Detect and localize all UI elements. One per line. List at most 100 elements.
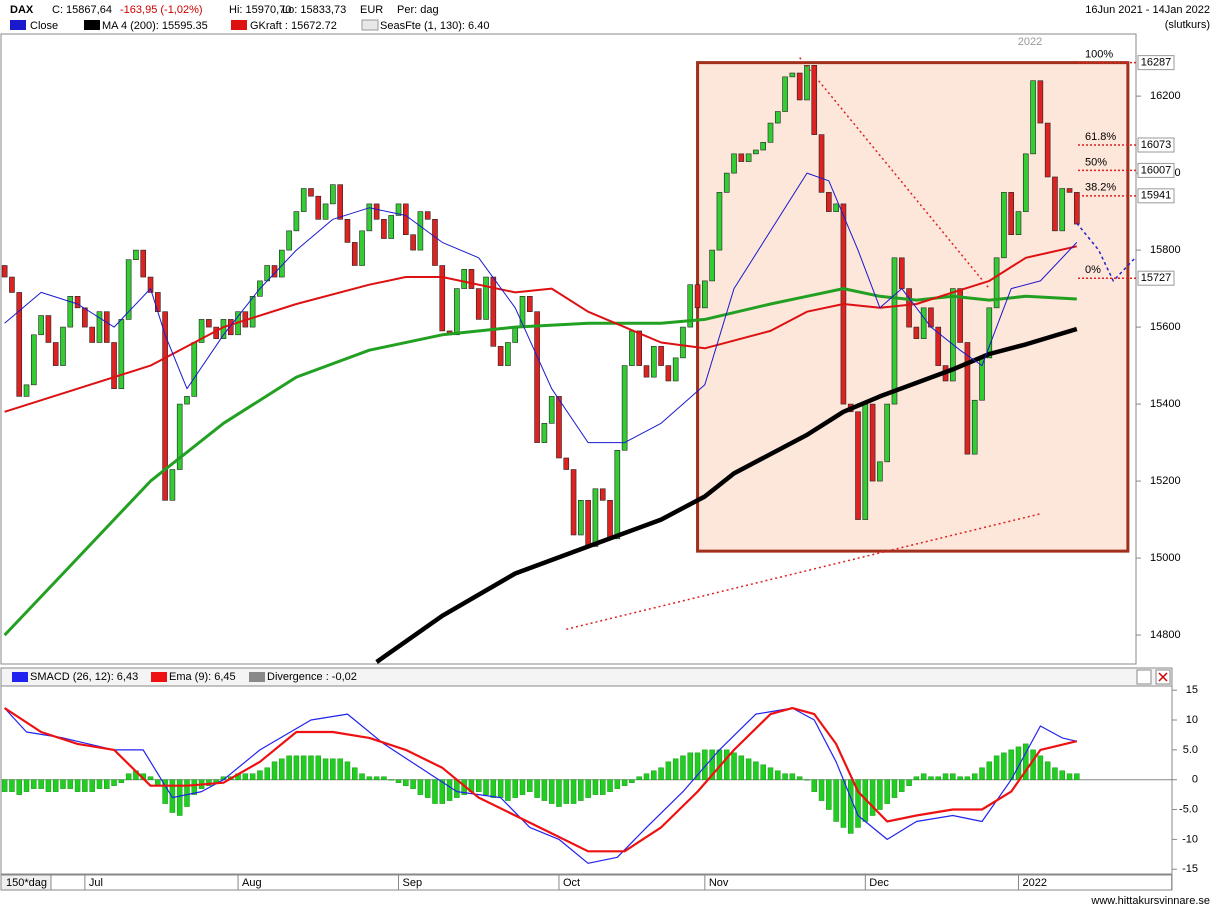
candle bbox=[1015, 211, 1022, 236]
legend-label[interactable]: SMACD (26, 12): 6,43 bbox=[30, 671, 138, 683]
candle bbox=[1030, 80, 1036, 155]
candle bbox=[578, 500, 584, 536]
divergence-bar bbox=[964, 776, 971, 780]
divergence-bar bbox=[928, 776, 934, 780]
y-tick-label: -5.0 bbox=[1179, 803, 1198, 815]
legend-label[interactable]: MA 4 (200): 15595.35 bbox=[102, 20, 208, 32]
y-tick-label: 5.0 bbox=[1183, 744, 1198, 756]
candle bbox=[745, 153, 752, 162]
fib-box bbox=[696, 61, 1130, 553]
candle bbox=[1001, 192, 1007, 259]
candle bbox=[650, 346, 657, 378]
legend-label[interactable]: GKraft : 15672.72 bbox=[250, 20, 337, 32]
candle bbox=[403, 203, 409, 236]
candle bbox=[971, 399, 978, 455]
candle bbox=[162, 311, 168, 501]
zoom-button[interactable] bbox=[1136, 669, 1152, 685]
candle bbox=[526, 295, 533, 312]
candle bbox=[461, 269, 467, 289]
divergence-bar bbox=[52, 779, 59, 792]
currency: EUR bbox=[360, 4, 383, 16]
candle bbox=[89, 326, 95, 343]
divergence-bar bbox=[833, 779, 839, 822]
main-plot bbox=[1, 57, 1136, 664]
x-tick-label: Aug bbox=[242, 877, 262, 889]
candle bbox=[45, 315, 52, 343]
candle bbox=[563, 457, 570, 470]
candle bbox=[643, 365, 650, 378]
divergence-bar bbox=[979, 767, 985, 780]
candle bbox=[687, 284, 694, 328]
candle bbox=[52, 342, 59, 366]
candle bbox=[723, 172, 730, 193]
macd-axis: 15 10 5.0 0 -5.0 -10 -15 bbox=[1172, 684, 1198, 875]
fib-value: 16007 bbox=[1141, 164, 1172, 176]
divergence-bar bbox=[67, 779, 74, 789]
candle bbox=[395, 203, 402, 216]
ma-line bbox=[3, 287, 1077, 637]
candle bbox=[665, 365, 672, 382]
divergence-bar bbox=[548, 779, 555, 804]
candle bbox=[293, 211, 300, 232]
divergence-bar bbox=[789, 773, 796, 780]
divergence-bar bbox=[271, 761, 278, 780]
divergence-bar bbox=[1037, 755, 1044, 780]
legend-label[interactable]: Close bbox=[30, 20, 58, 32]
candle bbox=[249, 295, 256, 328]
divergence-bar bbox=[942, 773, 949, 780]
divergence-bar bbox=[636, 776, 642, 780]
divergence-bar bbox=[381, 776, 387, 780]
candle bbox=[964, 342, 971, 455]
candle bbox=[913, 326, 920, 339]
period-box[interactable] bbox=[0, 874, 52, 891]
divergence-bar bbox=[1008, 749, 1014, 780]
divergence-bar bbox=[986, 761, 993, 780]
divergence-bar bbox=[104, 779, 110, 789]
fib-label: 50% bbox=[1085, 156, 1107, 168]
candle bbox=[680, 326, 686, 359]
candle bbox=[1052, 176, 1058, 232]
divergence-bar bbox=[855, 779, 861, 828]
candle bbox=[716, 192, 723, 251]
ma-line bbox=[375, 326, 1078, 664]
candle bbox=[731, 153, 737, 174]
legend-swatch bbox=[84, 20, 100, 30]
divergence-bar bbox=[643, 773, 650, 780]
divergence-bar bbox=[9, 779, 15, 792]
candle bbox=[67, 295, 74, 328]
divergence-bar bbox=[424, 779, 431, 798]
legend-label[interactable]: Ema (9): 6,45 bbox=[169, 671, 236, 683]
divergence-bar bbox=[249, 773, 256, 780]
legend-label[interactable]: SeasFte (1, 130): 6.40 bbox=[380, 20, 489, 32]
divergence-bar bbox=[483, 779, 489, 795]
divergence-bar bbox=[672, 758, 679, 780]
divergence-bar bbox=[147, 776, 154, 780]
candle bbox=[738, 153, 745, 162]
legend-label[interactable]: Divergence : -0,02 bbox=[267, 671, 357, 683]
date-range: 16Jun 2021 - 14Jan 2022 bbox=[1085, 4, 1210, 16]
low-text: Lo: 15833,73 bbox=[282, 4, 346, 16]
x-tick-label: Sep bbox=[403, 877, 423, 889]
candle bbox=[432, 219, 438, 266]
fib-label: 61.8% bbox=[1085, 131, 1116, 143]
legend-swatch bbox=[151, 672, 167, 682]
divergence-bar bbox=[45, 779, 52, 792]
divergence-bar bbox=[694, 752, 701, 780]
divergence-bar bbox=[1001, 752, 1007, 780]
candle bbox=[891, 257, 898, 405]
candle bbox=[147, 276, 154, 293]
footer: www.hittakursvinnare.se bbox=[1090, 895, 1210, 907]
candle bbox=[599, 488, 606, 501]
macd-line bbox=[3, 707, 1078, 853]
candle bbox=[636, 330, 643, 366]
candle bbox=[169, 469, 176, 501]
divergence-bar bbox=[330, 758, 336, 780]
candle bbox=[519, 295, 526, 328]
divergence-bar bbox=[658, 767, 664, 780]
candle bbox=[439, 265, 446, 332]
divergence-bar bbox=[775, 770, 781, 780]
fib-value-box bbox=[1137, 55, 1175, 71]
candle bbox=[16, 292, 23, 397]
y-tick-label: 15800 bbox=[1150, 244, 1181, 256]
divergence-bar bbox=[417, 779, 424, 795]
